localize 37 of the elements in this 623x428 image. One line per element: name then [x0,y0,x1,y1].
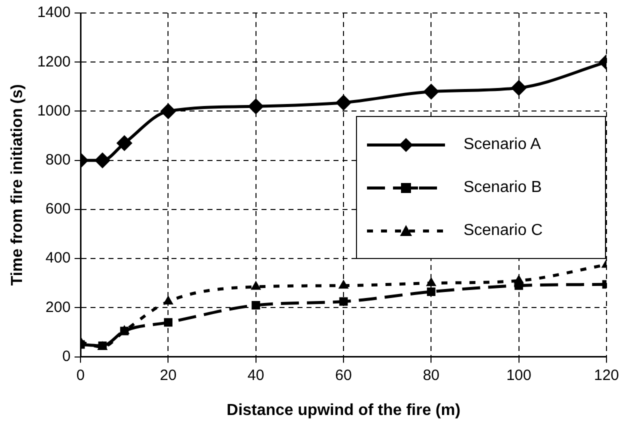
point [339,297,348,306]
y-tick-label: 0 [62,348,71,365]
y-tick-label: 200 [46,298,71,316]
x-tick-label: 120 [594,366,619,384]
point [423,84,440,100]
point [163,296,174,305]
y-tick-label: 1200 [37,53,71,70]
y-axis-title: Time from fire initiation (s) [9,84,26,286]
point [514,281,524,290]
point [164,318,172,327]
point [248,98,264,114]
y-tick-label: 1400 [37,4,71,22]
x-tick-label: 0 [76,366,85,384]
x-axis-title: Distance upwind of the fire (m) [226,402,460,419]
y-tick-label: 1000 [37,102,71,120]
point [338,280,349,289]
point [426,287,436,296]
x-tick-label: 40 [248,366,264,384]
point [510,80,527,96]
legend-label: Scenario C [463,222,543,240]
point [98,342,107,350]
point [94,152,110,168]
x-tick-label: 60 [335,366,352,384]
point [116,135,132,152]
legend-label: Scenario B [463,178,542,197]
point [252,300,260,310]
y-tick-label: 600 [46,200,71,218]
x-tick-label: 100 [506,366,532,384]
y-tick-label: 400 [46,250,71,267]
x-tick-label: 80 [422,366,440,384]
legend-label: Scenario A [463,136,541,154]
point [426,277,436,286]
x-tick-label: 20 [160,366,177,384]
point [336,94,352,111]
point [250,280,262,290]
y-tick-label: 800 [46,151,71,168]
point [160,103,176,120]
